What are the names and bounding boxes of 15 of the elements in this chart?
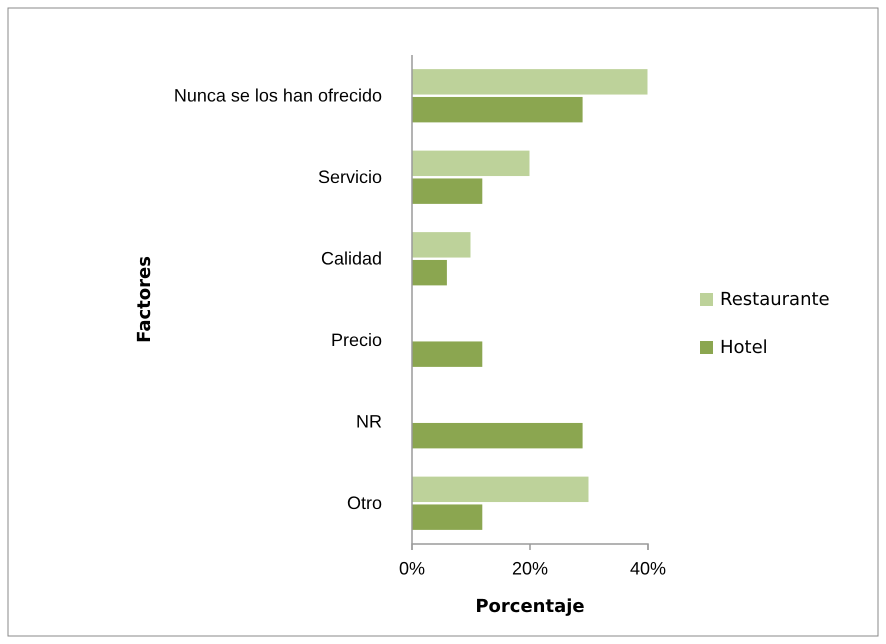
y-tick-label: Nunca se los han ofrecido <box>174 86 382 106</box>
bar <box>412 422 584 450</box>
legend-label: Restaurante <box>720 289 830 310</box>
y-tick-label: Servicio <box>318 167 382 188</box>
y-axis-title: Factores <box>134 256 155 343</box>
y-tick-label: Otro <box>346 493 382 514</box>
bar <box>412 340 484 368</box>
y-tick-label: Precio <box>330 330 382 350</box>
x-tick-label: 40% <box>630 558 666 579</box>
x-tick-label: 20% <box>512 558 548 579</box>
y-tick-label: NR <box>356 412 382 432</box>
x-axis-title: Porcentaje <box>475 596 585 617</box>
x-tick-label: 0% <box>398 558 426 579</box>
y-tick-label: Calidad <box>320 248 382 269</box>
legend-label: Hotel <box>720 337 768 358</box>
